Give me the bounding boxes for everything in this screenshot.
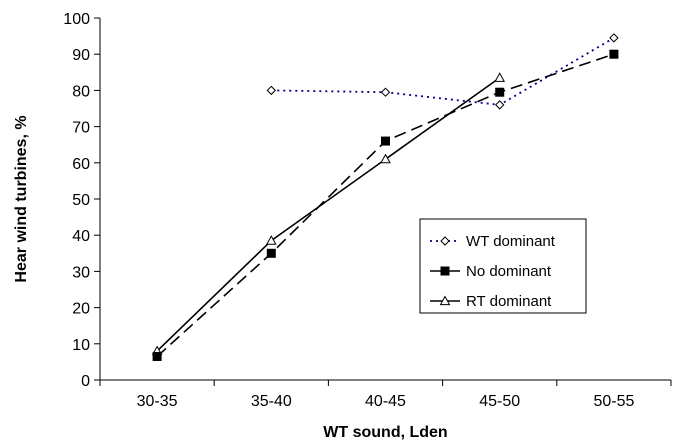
data-point: [495, 87, 505, 97]
x-axis-title: WT sound, Lden: [323, 424, 447, 441]
series-2: [151, 72, 506, 356]
x-tick-label: 45-50: [479, 393, 520, 410]
x-tick-label: 30-35: [137, 393, 178, 410]
legend-box: [419, 218, 587, 314]
data-point: [609, 49, 619, 59]
data-point: [152, 351, 162, 361]
series-0: [266, 33, 619, 110]
y-tick-label: 0: [81, 373, 90, 390]
legend: WT dominant No dominant RT dominant: [419, 218, 587, 314]
x-tick-label: 50-55: [593, 393, 634, 410]
y-tick-label: 90: [72, 47, 90, 64]
data-point: [381, 136, 390, 146]
series-1: [152, 49, 619, 361]
x-tick-label: 40-45: [365, 393, 406, 410]
y-tick-label: 10: [72, 337, 90, 354]
legend-marker: [440, 236, 450, 246]
y-tick-label: 40: [72, 228, 90, 245]
y-tick-label: 80: [72, 83, 90, 100]
x-axis: 30-35 35-40 40-45 45-50 50-55: [99, 379, 672, 410]
series-line: [156, 77, 501, 352]
y-tick-label: 100: [63, 11, 90, 28]
legend-label: WT dominant: [466, 233, 556, 250]
x-tick-label: 35-40: [251, 393, 292, 410]
legend-marker: [440, 266, 450, 276]
y-axis-title: Hear wind turbines, %: [13, 115, 30, 282]
series-layer: [151, 33, 619, 361]
legend-marker: [439, 295, 451, 306]
data-point: [266, 248, 276, 258]
y-tick-label: 60: [72, 156, 90, 173]
data-point: [494, 72, 506, 82]
legend-label: RT dominant: [466, 293, 552, 310]
data-point: [380, 153, 391, 164]
data-point: [494, 100, 505, 110]
y-axis: 0 10 20 30 40 50 60 70 80 90 100: [63, 11, 101, 390]
data-point: [609, 33, 619, 43]
series-line: [271, 37, 615, 106]
y-tick-label: 20: [72, 301, 90, 318]
legend-label: No dominant: [466, 263, 552, 280]
data-point: [380, 87, 391, 97]
y-tick-label: 30: [72, 264, 90, 281]
y-tick-label: 50: [72, 192, 90, 209]
data-point: [265, 235, 277, 245]
data-point: [266, 85, 277, 96]
y-tick-label: 70: [72, 120, 90, 137]
